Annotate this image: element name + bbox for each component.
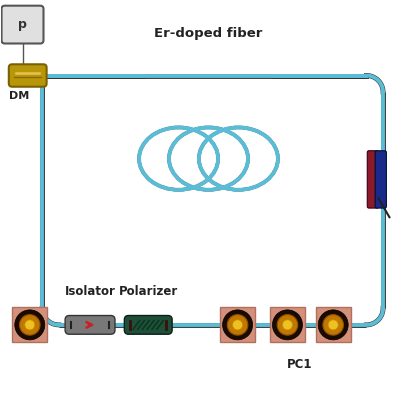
Text: Er-doped fiber: Er-doped fiber xyxy=(154,28,263,40)
Circle shape xyxy=(318,310,348,340)
Circle shape xyxy=(282,320,292,330)
FancyBboxPatch shape xyxy=(9,64,47,87)
FancyBboxPatch shape xyxy=(65,316,115,334)
Circle shape xyxy=(233,320,243,330)
Text: PC1: PC1 xyxy=(287,358,313,371)
Circle shape xyxy=(25,320,35,330)
FancyBboxPatch shape xyxy=(13,307,47,342)
FancyBboxPatch shape xyxy=(367,151,379,208)
Circle shape xyxy=(323,314,344,335)
Circle shape xyxy=(277,314,298,335)
Text: DM: DM xyxy=(9,91,29,101)
FancyBboxPatch shape xyxy=(316,307,351,342)
Circle shape xyxy=(223,310,253,340)
FancyBboxPatch shape xyxy=(375,151,387,208)
Circle shape xyxy=(272,310,302,340)
FancyBboxPatch shape xyxy=(270,307,305,342)
Text: Isolator: Isolator xyxy=(65,285,116,298)
Circle shape xyxy=(227,314,248,335)
Circle shape xyxy=(15,310,45,340)
FancyBboxPatch shape xyxy=(220,307,255,342)
Circle shape xyxy=(20,314,40,335)
FancyBboxPatch shape xyxy=(124,316,172,334)
Text: p: p xyxy=(18,18,27,31)
Text: Polarizer: Polarizer xyxy=(118,285,178,298)
Circle shape xyxy=(328,320,338,330)
FancyBboxPatch shape xyxy=(2,6,43,43)
